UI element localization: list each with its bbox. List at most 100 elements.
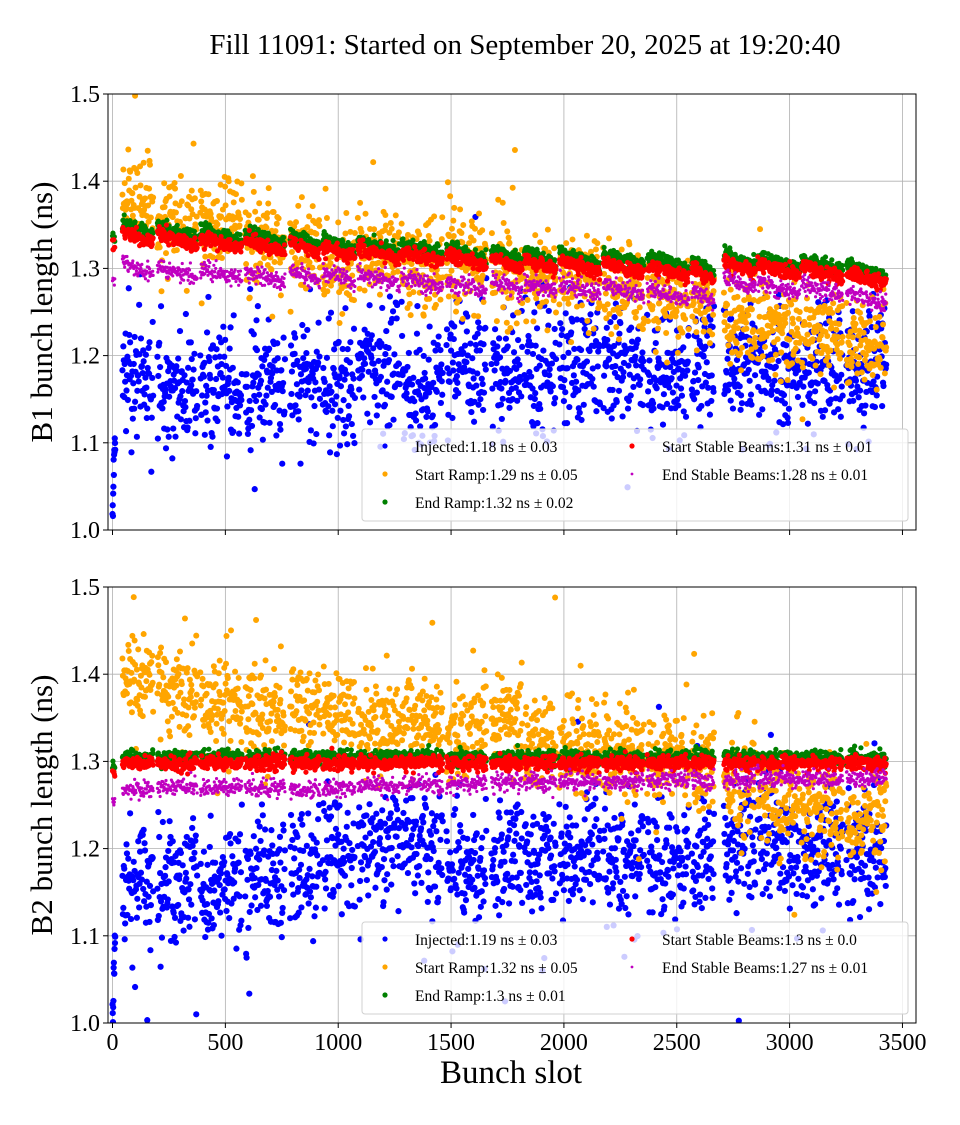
data-point [297, 461, 303, 467]
data-point [356, 386, 362, 392]
data-point [771, 378, 777, 384]
data-point [149, 415, 155, 421]
data-point [454, 380, 460, 386]
data-point [276, 215, 282, 221]
data-point [330, 423, 336, 429]
data-point [505, 343, 511, 349]
data-point [462, 342, 468, 348]
data-point [849, 359, 855, 365]
data-point [193, 388, 199, 394]
data-point [422, 304, 428, 310]
data-point [338, 383, 344, 389]
data-point [553, 356, 559, 362]
data-point [725, 342, 731, 348]
data-point [143, 352, 149, 358]
data-point [456, 297, 462, 303]
data-point [309, 265, 315, 271]
data-point [329, 254, 335, 260]
data-point [350, 375, 356, 381]
data-point [362, 361, 368, 367]
data-point [449, 268, 455, 274]
data-point [172, 186, 178, 192]
data-point [350, 433, 356, 439]
data-point [211, 387, 217, 393]
data-point [744, 326, 750, 332]
data-point [683, 414, 689, 420]
data-point [179, 388, 185, 394]
data-point [359, 373, 365, 379]
data-point [256, 372, 262, 378]
data-point [518, 393, 524, 399]
data-point [142, 195, 148, 201]
data-point [654, 385, 660, 391]
data-point [653, 349, 659, 355]
data-point [362, 287, 368, 293]
data-point [322, 379, 328, 385]
data-point [221, 354, 227, 360]
data-point [479, 227, 485, 233]
data-point [469, 355, 475, 361]
data-point [498, 401, 504, 407]
data-point [132, 334, 138, 340]
data-point [685, 359, 691, 365]
data-point [877, 357, 883, 363]
data-point [112, 447, 118, 453]
data-point [382, 402, 388, 408]
data-point [513, 248, 518, 253]
data-point [361, 355, 367, 361]
data-point [260, 437, 266, 443]
data-point [785, 377, 791, 383]
data-point [166, 394, 172, 400]
data-point [311, 440, 317, 446]
data-point [827, 348, 833, 354]
data-point [710, 312, 716, 318]
data-point [146, 339, 152, 345]
data-point [591, 384, 597, 390]
data-point [136, 302, 142, 308]
data-point [534, 420, 540, 426]
data-point [547, 388, 553, 394]
data-point [682, 373, 688, 379]
data-point [594, 240, 600, 246]
data-point [293, 219, 299, 225]
data-point [775, 336, 781, 342]
data-point [533, 295, 539, 301]
data-point [749, 355, 755, 361]
data-point [396, 361, 402, 367]
data-point [213, 346, 219, 352]
data-point [602, 307, 608, 313]
data-point [724, 302, 730, 308]
data-point [460, 222, 466, 228]
data-point [759, 406, 765, 412]
data-point [311, 403, 317, 409]
data-point [481, 299, 487, 305]
data-point [799, 402, 805, 408]
data-point [589, 376, 595, 382]
data-point [307, 259, 313, 265]
data-point [668, 375, 674, 381]
data-point [422, 370, 428, 376]
data-point [110, 484, 116, 490]
data-point [517, 377, 523, 383]
data-point [483, 366, 489, 372]
data-point [552, 257, 557, 262]
data-point [430, 380, 436, 386]
data-point [272, 259, 278, 265]
data-point [269, 314, 275, 320]
data-point [826, 362, 832, 368]
data-point [727, 361, 733, 367]
data-point [500, 200, 506, 206]
data-point [407, 301, 413, 307]
data-point [838, 414, 844, 420]
data-point [410, 375, 416, 381]
data-point [500, 396, 506, 402]
data-point [480, 407, 486, 413]
data-point [342, 305, 348, 311]
data-point [439, 236, 445, 242]
data-point [220, 375, 226, 381]
data-point [850, 398, 856, 404]
data-point [280, 380, 286, 386]
data-point [507, 240, 513, 246]
data-point [829, 310, 835, 316]
data-point [504, 228, 510, 234]
